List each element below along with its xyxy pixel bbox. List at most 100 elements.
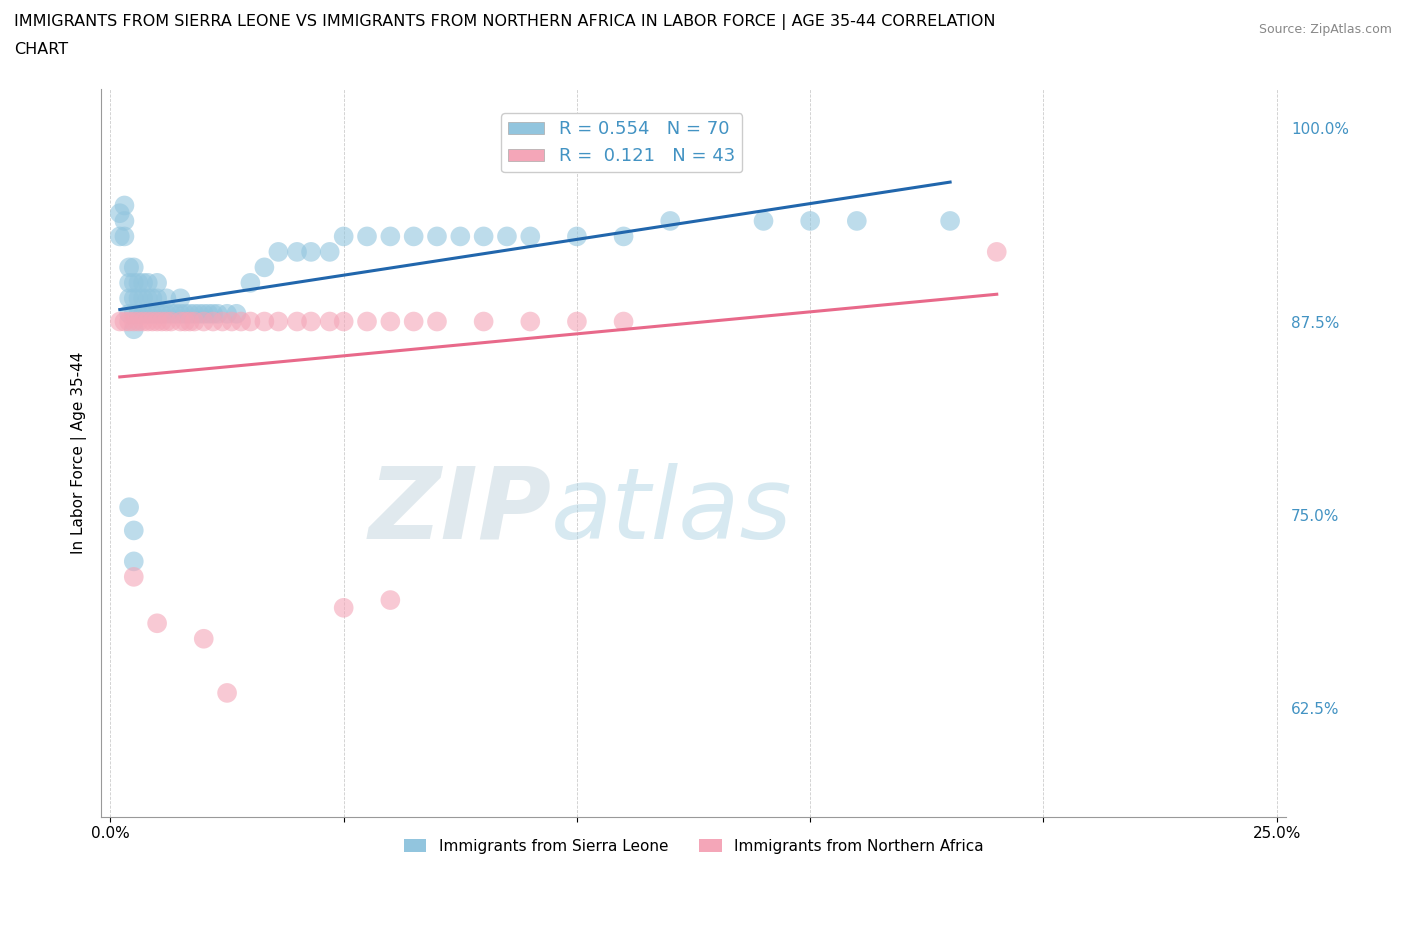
Point	[496, 229, 519, 244]
Point	[472, 314, 495, 329]
Point	[267, 245, 290, 259]
Point	[127, 275, 149, 290]
Point	[122, 523, 145, 538]
Point	[402, 229, 425, 244]
Text: ZIP: ZIP	[368, 463, 551, 560]
Legend: Immigrants from Sierra Leone, Immigrants from Northern Africa: Immigrants from Sierra Leone, Immigrants…	[398, 832, 990, 860]
Point	[118, 259, 141, 274]
Point	[239, 314, 262, 329]
Point	[108, 229, 131, 244]
Point	[332, 314, 354, 329]
Point	[155, 306, 177, 321]
Point	[122, 554, 145, 569]
Point	[179, 314, 201, 329]
Y-axis label: In Labor Force | Age 35-44: In Labor Force | Age 35-44	[72, 352, 87, 554]
Point	[160, 314, 183, 329]
Point	[179, 306, 201, 321]
Point	[613, 314, 636, 329]
Point	[225, 306, 247, 321]
Point	[332, 601, 354, 616]
Point	[239, 275, 262, 290]
Point	[118, 306, 141, 321]
Point	[939, 214, 962, 229]
Point	[132, 314, 155, 329]
Point	[519, 229, 541, 244]
Text: Source: ZipAtlas.com: Source: ZipAtlas.com	[1258, 23, 1392, 36]
Point	[332, 229, 354, 244]
Point	[565, 229, 588, 244]
Point	[169, 314, 191, 329]
Point	[221, 314, 243, 329]
Point	[565, 314, 588, 329]
Point	[472, 229, 495, 244]
Point	[127, 314, 149, 329]
Point	[253, 314, 276, 329]
Point	[845, 214, 868, 229]
Point	[165, 306, 187, 321]
Point	[136, 291, 159, 306]
Point	[122, 322, 145, 337]
Point	[108, 314, 131, 329]
Point	[380, 592, 402, 607]
Point	[141, 291, 163, 306]
Point	[752, 214, 775, 229]
Point	[127, 291, 149, 306]
Point	[426, 229, 449, 244]
Point	[150, 306, 173, 321]
Point	[132, 291, 155, 306]
Point	[202, 306, 225, 321]
Point	[174, 306, 197, 321]
Point	[285, 245, 308, 259]
Point	[160, 306, 183, 321]
Point	[193, 306, 215, 321]
Point	[127, 306, 149, 321]
Text: IMMIGRANTS FROM SIERRA LEONE VS IMMIGRANTS FROM NORTHERN AFRICA IN LABOR FORCE |: IMMIGRANTS FROM SIERRA LEONE VS IMMIGRAN…	[14, 14, 995, 30]
Point	[122, 275, 145, 290]
Point	[193, 314, 215, 329]
Point	[118, 291, 141, 306]
Point	[146, 314, 169, 329]
Point	[285, 314, 308, 329]
Point	[253, 259, 276, 274]
Point	[986, 245, 1008, 259]
Point	[114, 214, 136, 229]
Point	[217, 306, 239, 321]
Point	[202, 314, 225, 329]
Point	[114, 198, 136, 213]
Point	[132, 306, 155, 321]
Point	[318, 314, 340, 329]
Point	[449, 229, 471, 244]
Point	[613, 229, 636, 244]
Point	[122, 259, 145, 274]
Point	[217, 685, 239, 700]
Point	[207, 306, 229, 321]
Point	[267, 314, 290, 329]
Point	[169, 291, 191, 306]
Point	[136, 306, 159, 321]
Point	[150, 314, 173, 329]
Point	[659, 214, 682, 229]
Point	[229, 314, 252, 329]
Point	[799, 214, 821, 229]
Point	[318, 245, 340, 259]
Point	[183, 306, 205, 321]
Point	[146, 616, 169, 631]
Point	[211, 314, 233, 329]
Point	[380, 229, 402, 244]
Point	[155, 291, 177, 306]
Point	[380, 314, 402, 329]
Point	[426, 314, 449, 329]
Point	[299, 245, 322, 259]
Point	[118, 275, 141, 290]
Point	[136, 314, 159, 329]
Point	[132, 275, 155, 290]
Point	[519, 314, 541, 329]
Point	[108, 206, 131, 220]
Point	[122, 291, 145, 306]
Point	[299, 314, 322, 329]
Point	[122, 314, 145, 329]
Point	[146, 291, 169, 306]
Point	[183, 314, 205, 329]
Point	[141, 314, 163, 329]
Point	[136, 275, 159, 290]
